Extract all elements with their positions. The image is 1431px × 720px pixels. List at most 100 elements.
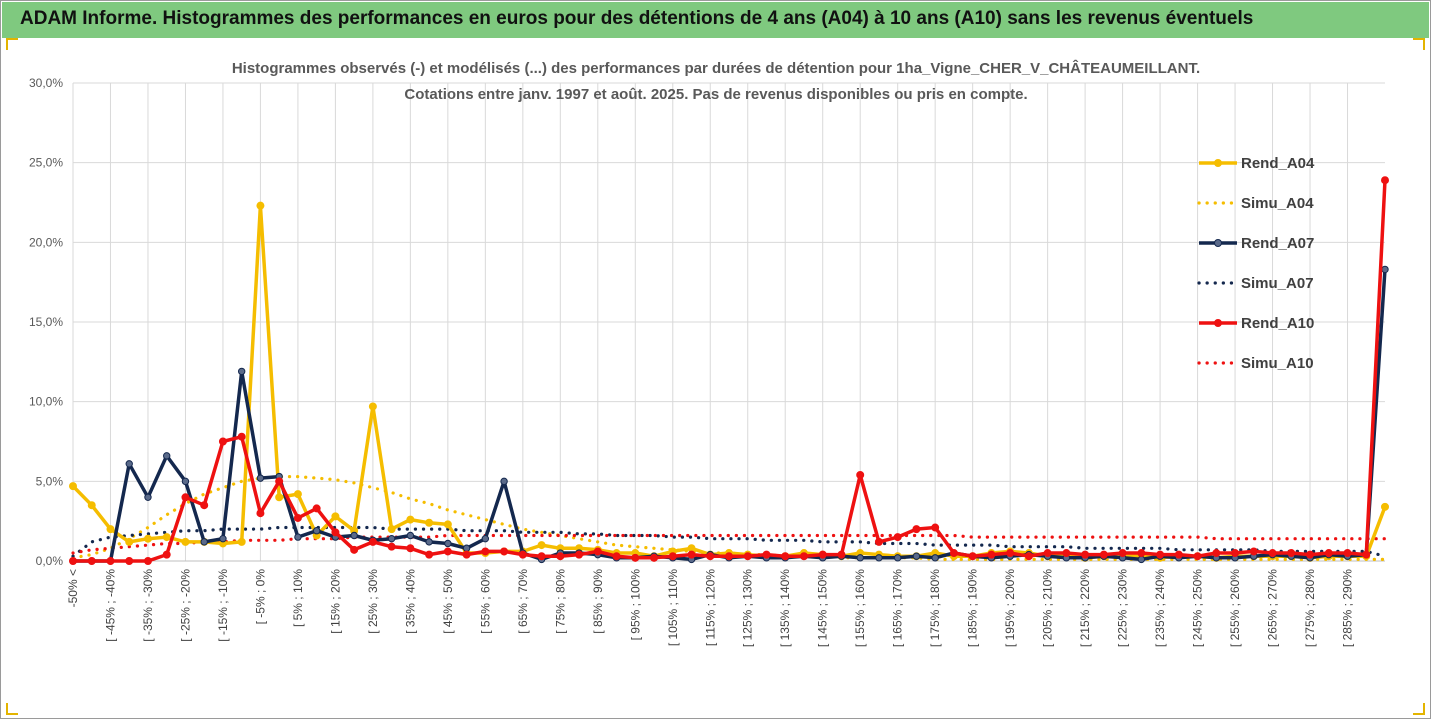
- data-point: [1193, 552, 1202, 561]
- data-point: [87, 557, 96, 565]
- data-point: [1268, 549, 1277, 558]
- x-tick-label: [ 275% ; 280%: [1303, 569, 1317, 647]
- data-point: [294, 533, 302, 541]
- data-point: [556, 552, 565, 561]
- legend-item: Simu_A10: [1197, 355, 1314, 372]
- data-point: [218, 437, 227, 446]
- data-point: [293, 513, 302, 522]
- data-point: [500, 547, 509, 556]
- data-point: [1381, 265, 1389, 274]
- x-tick-label: [ 115% ; 120%: [703, 569, 717, 646]
- legend-marker: [1214, 239, 1222, 247]
- data-point: [200, 538, 208, 546]
- data-point: [162, 533, 171, 542]
- data-point: [575, 550, 584, 559]
- data-point: [163, 452, 171, 460]
- data-point: [425, 538, 433, 546]
- x-tick-label: [ 205% ; 210%: [1041, 569, 1055, 647]
- data-point: [1081, 550, 1090, 559]
- legend-item: Rend_A10: [1199, 315, 1314, 332]
- data-point: [181, 537, 190, 546]
- x-tick-label: [ 25% ; 30%: [366, 569, 380, 634]
- data-point: [387, 525, 396, 534]
- data-point: [293, 490, 302, 499]
- chart-area: Histogrammes observés (-) et modélisés (…: [29, 59, 1389, 647]
- data-point: [1287, 549, 1296, 558]
- chart-title-line: Cotations entre janv. 1997 et août. 2025…: [404, 86, 1027, 103]
- data-point: [650, 553, 659, 562]
- data-point: [125, 557, 134, 565]
- data-point: [874, 537, 883, 546]
- x-tick-label: [ 235% ; 240%: [1153, 569, 1167, 647]
- data-point: [368, 537, 377, 546]
- data-point: [143, 534, 152, 543]
- data-point: [725, 552, 733, 561]
- data-point: [406, 544, 415, 553]
- data-point: [931, 554, 939, 562]
- data-point: [106, 525, 115, 534]
- legend-label: Simu_A04: [1241, 195, 1314, 212]
- data-point: [1062, 549, 1071, 558]
- selection-handle-tr[interactable]: [1413, 38, 1425, 50]
- x-tick-label: [ 165% ; 170%: [891, 569, 905, 647]
- series-Rend_A04: [69, 201, 1389, 562]
- y-tick-label: 25,0%: [29, 156, 63, 170]
- data-point: [331, 528, 340, 537]
- legend-item: Rend_A07: [1199, 235, 1314, 252]
- data-point: [500, 477, 508, 486]
- data-point: [1231, 549, 1240, 558]
- data-point: [443, 547, 452, 556]
- data-point: [200, 501, 209, 510]
- data-point: [875, 554, 883, 562]
- x-axis-ticks: -50% < [ -45% ; -40% [ -35% ; -30% [ -25% ;…: [66, 569, 1355, 647]
- x-tick-label: [ 75% ; 80%: [553, 569, 567, 634]
- data-point: [1006, 549, 1015, 558]
- data-point: [893, 533, 902, 542]
- x-tick-label: [ 85% ; 90%: [591, 569, 605, 634]
- data-point: [69, 482, 77, 491]
- data-point: [256, 201, 265, 210]
- data-point: [1118, 549, 1127, 558]
- series-Simu_A07: [71, 525, 1387, 558]
- data-point: [1324, 549, 1333, 558]
- data-point: [631, 553, 640, 562]
- x-tick-label: [ 175% ; 180%: [928, 569, 942, 647]
- series-line-Simu_A07: [71, 525, 1387, 558]
- data-point: [350, 545, 359, 554]
- legend-marker: [1214, 319, 1222, 327]
- y-tick-label: 5,0%: [36, 474, 64, 488]
- data-point: [237, 537, 246, 546]
- selection-handle-br[interactable]: [1413, 703, 1425, 715]
- data-point: [387, 534, 396, 543]
- data-point: [256, 509, 265, 518]
- data-point: [181, 477, 190, 486]
- chart-title: Histogrammes observés (-) et modélisés (…: [232, 59, 1200, 103]
- data-point: [125, 460, 133, 468]
- data-point: [1174, 550, 1183, 559]
- selection-handle-bl[interactable]: [6, 703, 18, 715]
- data-point: [481, 534, 490, 543]
- data-point: [1381, 176, 1389, 185]
- series-line-Simu_A10: [71, 533, 1387, 555]
- data-point: [1137, 549, 1146, 558]
- x-tick-label: [ -15% ; -10%: [216, 569, 230, 642]
- data-point: [162, 550, 171, 559]
- data-point: [1156, 550, 1165, 559]
- data-point: [125, 537, 134, 546]
- data-point: [237, 432, 246, 441]
- x-tick-label: [ 215% ; 220%: [1078, 569, 1092, 647]
- data-point: [444, 539, 452, 548]
- data-point: [706, 552, 715, 561]
- selection-handle-tl[interactable]: [6, 38, 18, 50]
- data-point: [237, 367, 246, 376]
- legend-marker: [1214, 159, 1222, 167]
- data-point: [743, 552, 752, 561]
- data-point: [312, 527, 321, 535]
- x-tick-label: [ 265% ; 270%: [1266, 569, 1280, 647]
- legend-item: Simu_A04: [1197, 195, 1314, 212]
- x-tick-label: [ 45% ; 50%: [441, 569, 455, 634]
- x-tick-label: [ 5% ; 10%: [291, 569, 305, 627]
- data-point: [818, 550, 827, 559]
- data-point: [762, 550, 771, 559]
